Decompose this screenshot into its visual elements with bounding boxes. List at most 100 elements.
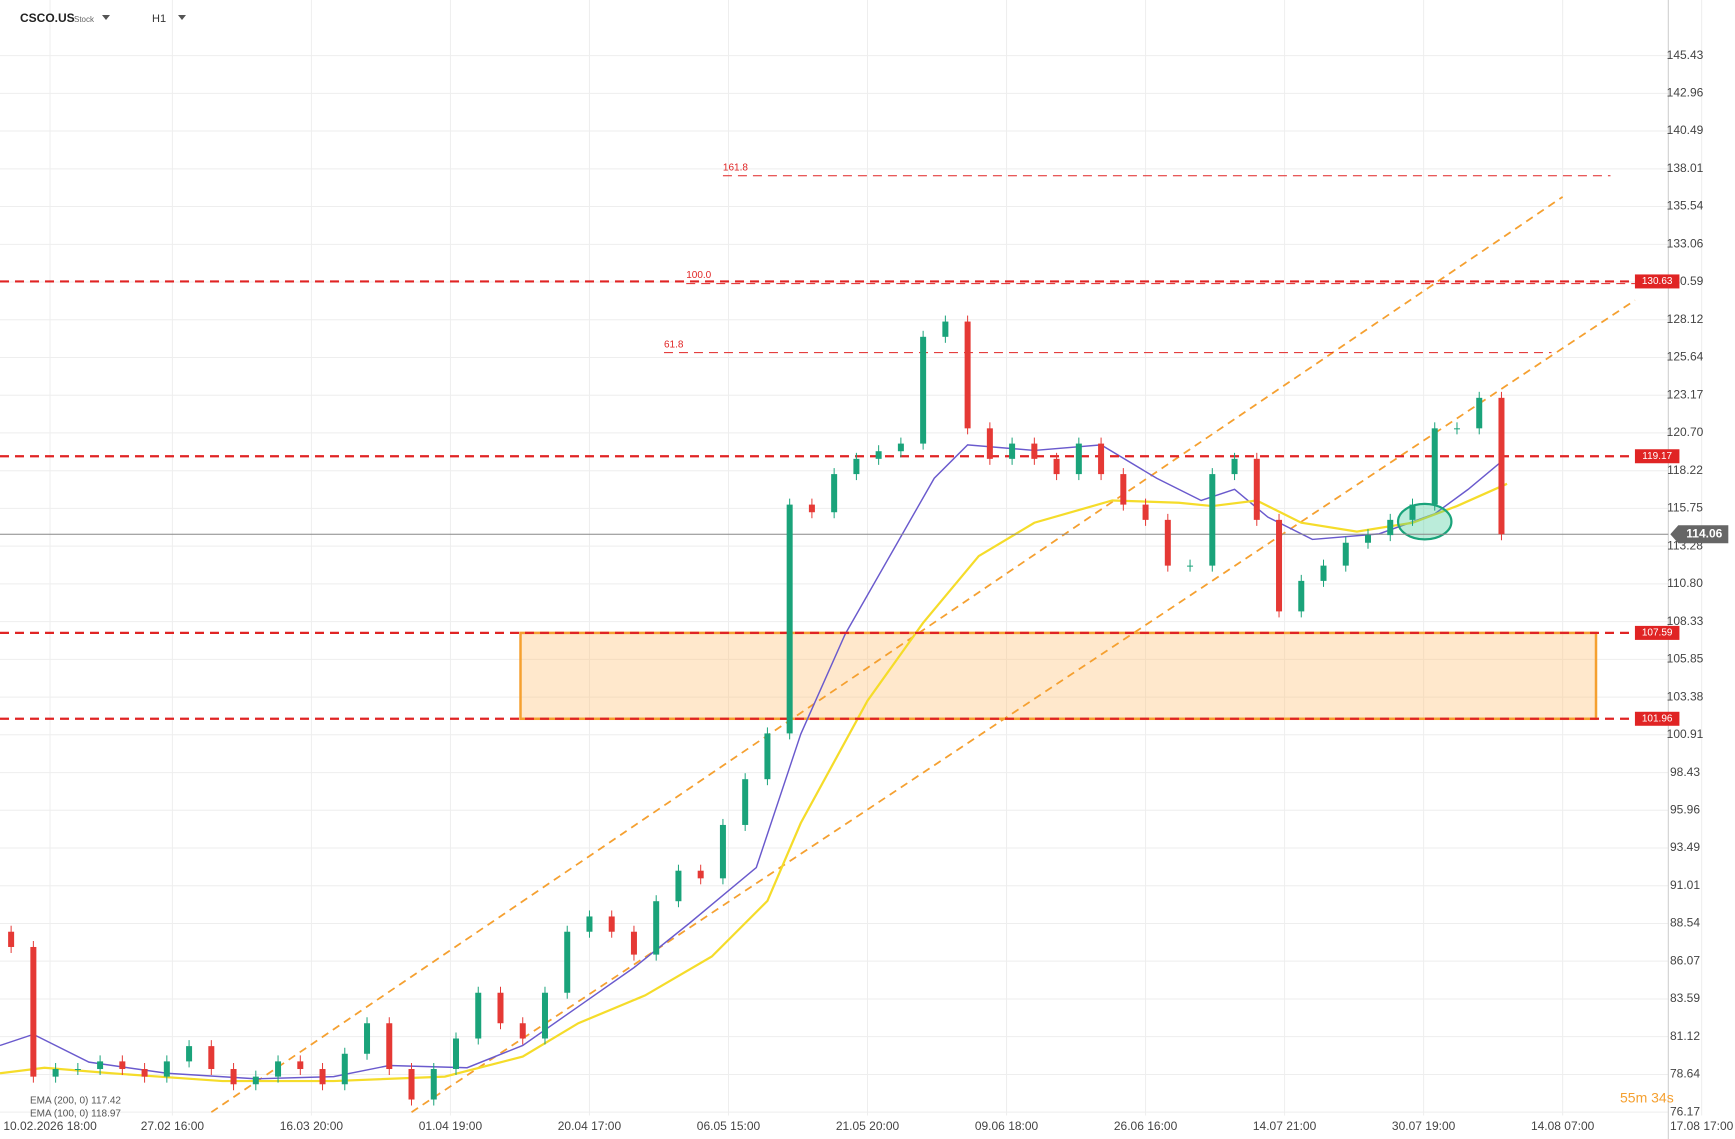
candle-body xyxy=(1075,443,1082,475)
level-tag xyxy=(1634,625,1680,640)
candle-body xyxy=(252,1076,259,1085)
y-tick-label: 91.01 xyxy=(1670,878,1700,892)
candle-body xyxy=(920,336,927,444)
y-tick-label: 145.43 xyxy=(1667,48,1704,62)
candle-body xyxy=(408,1069,415,1100)
price-tag xyxy=(1670,525,1729,544)
candle-body xyxy=(163,1061,170,1077)
y-tick-label: 120.70 xyxy=(1667,425,1704,439)
y-tick-label: 140.49 xyxy=(1667,123,1704,137)
candle-body xyxy=(1231,458,1238,475)
y-tick-label: 118.22 xyxy=(1667,463,1703,477)
zone xyxy=(519,631,1598,721)
candle-body xyxy=(986,428,993,459)
candle-body xyxy=(697,870,704,879)
candle-body xyxy=(1276,519,1283,612)
y-tick-label: 95.96 xyxy=(1670,802,1700,816)
channel-upper xyxy=(210,196,1564,1113)
candle-body xyxy=(653,901,660,955)
level-label: 119.17 xyxy=(1642,451,1672,462)
candle-body xyxy=(186,1046,193,1062)
candle-body xyxy=(786,504,793,734)
candle-body xyxy=(319,1069,326,1085)
candle-body xyxy=(897,443,904,452)
candle-body xyxy=(1431,428,1438,505)
symbol[interactable]: CSCO.US xyxy=(20,11,75,25)
candle-body xyxy=(453,1038,460,1070)
candle-body xyxy=(675,870,682,902)
candle-body xyxy=(1409,504,1416,520)
candle-body xyxy=(119,1061,126,1070)
candles xyxy=(8,315,1505,1106)
legend-entry: EMA (100, 0) 118.97 xyxy=(30,1109,121,1120)
fib-label: 100.0 xyxy=(686,270,711,281)
channel-lower xyxy=(411,299,1636,1113)
y-tick-label: 138.01 xyxy=(1667,161,1704,175)
y-tick-label: 128.12 xyxy=(1667,312,1704,326)
candle-body xyxy=(230,1069,237,1085)
x-tick-label: 26.06 16:00 xyxy=(1114,1119,1178,1133)
candle-body xyxy=(1476,397,1483,429)
candle-body xyxy=(519,1023,526,1039)
candle-body xyxy=(1164,519,1171,566)
level-tag xyxy=(1634,274,1680,289)
x-tick-label: 10.02.2026 18:00 xyxy=(3,1119,97,1133)
candle-body xyxy=(30,946,37,1077)
dropdown-arrow[interactable] xyxy=(102,15,110,20)
candle-body xyxy=(386,1023,393,1070)
candle-body xyxy=(964,321,971,429)
candle-body xyxy=(52,1069,59,1077)
candle-body xyxy=(97,1061,104,1070)
candle-body xyxy=(208,1046,215,1070)
x-tick-label: 16.03 20:00 xyxy=(280,1119,344,1133)
candle-body xyxy=(764,733,771,780)
y-tick-label: 108.33 xyxy=(1667,614,1704,628)
x-tick-label: 06.05 15:00 xyxy=(697,1119,761,1133)
x-tick-label: 30.07 19:00 xyxy=(1392,1119,1456,1133)
y-tick-label: 93.49 xyxy=(1670,840,1700,854)
candle-body xyxy=(364,1023,371,1054)
level-tag xyxy=(1634,711,1680,726)
candle-body xyxy=(1098,443,1105,475)
y-tick-label: 83.59 xyxy=(1670,991,1700,1005)
candle-body xyxy=(1009,443,1016,459)
candle-body xyxy=(141,1069,148,1077)
level-tag xyxy=(1634,449,1680,464)
candle-body xyxy=(1053,458,1060,475)
y-tick-label: 133.06 xyxy=(1667,237,1704,251)
fib-label: 61.8 xyxy=(664,339,684,350)
x-tick-label: 09.06 18:00 xyxy=(975,1119,1039,1133)
timeframe[interactable]: H1 xyxy=(152,13,166,25)
level-label: 107.59 xyxy=(1642,628,1673,639)
fib-label: 161.8 xyxy=(723,162,748,173)
candle-body xyxy=(1209,474,1216,566)
symbol-kind: Stock xyxy=(74,15,95,24)
x-tick-label: 21.05 20:00 xyxy=(836,1119,900,1133)
dropdown-arrow[interactable] xyxy=(178,15,186,20)
level-label: 101.96 xyxy=(1642,713,1673,724)
candle-body xyxy=(541,992,548,1039)
x-tick-label: 01.04 19:00 xyxy=(419,1119,483,1133)
candle-body xyxy=(1342,542,1349,566)
ema-line xyxy=(0,482,1508,1083)
candle-body xyxy=(1142,504,1149,520)
y-tick-label: 123.17 xyxy=(1667,387,1704,401)
y-tick-label: 135.54 xyxy=(1667,199,1704,213)
x-tick-label: 14.07 21:00 xyxy=(1253,1119,1317,1133)
y-tick-label: 115.75 xyxy=(1667,501,1703,515)
labels: 10.02.2026 18:00 27.02 16:00 16.03 20:00 01… xyxy=(3,48,1733,1133)
candle-body xyxy=(1387,519,1394,536)
candle-body xyxy=(430,1069,437,1100)
candle-body xyxy=(586,916,593,932)
candle-body xyxy=(8,931,15,947)
y-tick-label: 81.12 xyxy=(1670,1029,1700,1043)
candle-body xyxy=(1253,458,1260,520)
y-tick-label: 125.64 xyxy=(1667,350,1704,364)
legend-entry: EMA (200, 0) 117.42 xyxy=(30,1096,121,1107)
candle-body xyxy=(275,1061,282,1077)
candle-body xyxy=(853,458,860,475)
x-tick-label: 14.08 07:00 xyxy=(1531,1119,1595,1133)
candle-body xyxy=(808,504,815,513)
